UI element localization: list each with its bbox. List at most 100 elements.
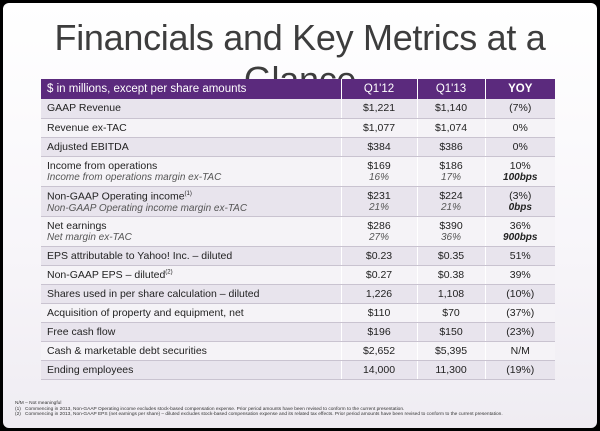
footnotes: N/M – Not meaningful (1) Commencing in 2… xyxy=(15,401,585,418)
row-q1-13-value: $186 xyxy=(439,159,463,172)
footnote-ref: (1) xyxy=(184,191,192,198)
header-yoy: YOY xyxy=(485,79,555,99)
row-label-cell: Non-GAAP EPS – diluted(2) xyxy=(41,265,342,285)
row-label: Net earnings xyxy=(47,219,107,232)
row-yoy-value: 0% xyxy=(485,137,555,157)
row-label: Income from operations xyxy=(47,159,158,172)
row-yoy-cell: 36% 900bps xyxy=(485,216,555,247)
header-label: $ in millions, except per share amounts xyxy=(41,79,342,99)
row-q1-13-value: $224 xyxy=(439,189,463,202)
table-row: Revenue ex-TAC $1,077 $1,074 0% xyxy=(41,118,555,138)
row-sublabel: Income from operations margin ex-TAC xyxy=(47,171,222,183)
row-sublabel: Net margin ex-TAC xyxy=(47,231,132,243)
row-yoy-value: (23%) xyxy=(485,322,555,342)
row-q1-13-value: $1,074 xyxy=(417,118,486,138)
row-q1-12-value: $231 xyxy=(367,189,391,202)
table-row: Adjusted EBITDA $384 $386 0% xyxy=(41,137,555,157)
row-yoy-cell: 10% 100bps xyxy=(485,156,555,187)
row-yoy-subvalue: 0bps xyxy=(508,201,532,213)
footnote-ref: (2) xyxy=(165,269,173,275)
row-q1-12-value: $286 xyxy=(367,219,391,232)
metrics-table: $ in millions, except per share amounts … xyxy=(41,79,555,380)
row-q1-13-value: $0.35 xyxy=(417,246,486,266)
table-row: Shares used in per share calculation – d… xyxy=(41,284,555,304)
row-label: EPS attributable to Yahoo! Inc. – dilute… xyxy=(41,246,342,266)
row-q1-13-value: $1,140 xyxy=(417,99,486,119)
row-label: Acquisition of property and equipment, n… xyxy=(41,303,342,323)
row-yoy-value: 39% xyxy=(485,265,555,285)
row-q1-13-value: $390 xyxy=(439,219,463,232)
row-label: Shares used in per share calculation – d… xyxy=(41,284,342,304)
header-q1-12: Q1'12 xyxy=(341,79,418,99)
row-yoy-value: 0% xyxy=(485,118,555,138)
table-row: Income from operations Income from opera… xyxy=(41,156,555,187)
table-row: Non-GAAP EPS – diluted(2) $0.27 $0.38 39… xyxy=(41,265,555,285)
row-q1-12-value: $2,652 xyxy=(341,341,418,361)
footnote-text: Commencing in 2013, Non-GAAP Operating i… xyxy=(25,406,405,412)
row-label-cell: Non-GAAP Operating income(1) Non-GAAP Op… xyxy=(41,186,342,217)
row-label: GAAP Revenue xyxy=(41,99,342,119)
row-q1-13-value: $0.38 xyxy=(417,265,486,285)
row-q1-13-value: 1,108 xyxy=(417,284,486,304)
footnote-2: (2) Commencing in 2013, Non-GAAP EPS (ne… xyxy=(15,412,585,418)
row-yoy-subvalue: 900bps xyxy=(503,231,538,243)
row-yoy-value: (7%) xyxy=(485,99,555,119)
row-q1-12-value: $1,221 xyxy=(341,99,418,119)
footnote-1: (1) Commencing in 2013, Non-GAAP Operati… xyxy=(15,407,585,413)
table-row: EPS attributable to Yahoo! Inc. – dilute… xyxy=(41,246,555,266)
row-q1-13-subvalue: 21% xyxy=(440,201,461,213)
row-q1-12-subvalue: 16% xyxy=(368,171,389,183)
row-label-cell: Income from operations Income from opera… xyxy=(41,156,342,187)
footnote-number: (1) xyxy=(15,406,21,412)
table-row: Net earnings Net margin ex-TAC $286 27% … xyxy=(41,216,555,247)
row-q1-12-value: $110 xyxy=(341,303,418,323)
row-yoy-value: 36% xyxy=(509,219,531,232)
row-yoy-value: (19%) xyxy=(485,360,555,380)
footnote-text: Commencing in 2013, Non-GAAP EPS (net ea… xyxy=(25,412,503,418)
row-sublabel: Non-GAAP Operating income margin ex-TAC xyxy=(47,202,248,214)
row-q1-13-cell: $186 17% xyxy=(417,156,486,187)
footnote-number: (2) xyxy=(15,412,21,418)
row-q1-13-value: 11,300 xyxy=(417,360,486,380)
row-label: Revenue ex-TAC xyxy=(41,118,342,138)
row-q1-13-subvalue: 17% xyxy=(440,171,461,183)
row-q1-12-value: $0.27 xyxy=(341,265,418,285)
footnote-nm: N/M – Not meaningful xyxy=(15,401,62,406)
table-header-row: $ in millions, except per share amounts … xyxy=(41,79,555,99)
table-row: Free cash flow $196 $150 (23%) xyxy=(41,322,555,342)
row-q1-13-cell: $224 21% xyxy=(417,186,486,217)
row-q1-13-cell: $390 36% xyxy=(417,216,486,247)
row-q1-12-cell: $169 16% xyxy=(341,156,418,187)
row-label-cell: Net earnings Net margin ex-TAC xyxy=(41,216,342,247)
header-q1-13: Q1'13 xyxy=(417,79,486,99)
row-yoy-subvalue: 100bps xyxy=(503,171,538,183)
row-yoy-value: (3%) xyxy=(509,189,532,202)
row-yoy-value: N/M xyxy=(485,341,555,361)
row-q1-12-value: $1,077 xyxy=(341,118,418,138)
row-label: Free cash flow xyxy=(41,322,342,342)
row-label: Cash & marketable debt securities xyxy=(41,341,342,361)
row-q1-13-value: $386 xyxy=(417,137,486,157)
row-q1-12-value: $0.23 xyxy=(341,246,418,266)
table-row: GAAP Revenue $1,221 $1,140 (7%) xyxy=(41,99,555,119)
row-q1-12-value: $196 xyxy=(341,322,418,342)
row-q1-12-cell: $286 27% xyxy=(341,216,418,247)
row-yoy-cell: (3%) 0bps xyxy=(485,186,555,217)
row-q1-12-value: $169 xyxy=(367,159,391,172)
row-q1-13-subvalue: 36% xyxy=(440,231,461,243)
row-q1-12-value: 14,000 xyxy=(341,360,418,380)
row-q1-12-cell: $231 21% xyxy=(341,186,418,217)
row-label: Ending employees xyxy=(41,360,342,380)
row-q1-12-value: 1,226 xyxy=(341,284,418,304)
row-yoy-value: 51% xyxy=(485,246,555,266)
row-label: Adjusted EBITDA xyxy=(41,137,342,157)
table-row: Acquisition of property and equipment, n… xyxy=(41,303,555,323)
row-label: Non-GAAP EPS – diluted xyxy=(47,268,166,281)
row-q1-13-value: $150 xyxy=(417,322,486,342)
row-q1-12-subvalue: 21% xyxy=(368,201,389,213)
row-yoy-value: (37%) xyxy=(485,303,555,323)
row-q1-12-value: $384 xyxy=(341,137,418,157)
row-q1-12-subvalue: 27% xyxy=(368,231,389,243)
row-yoy-value: 10% xyxy=(509,159,531,172)
row-label: Non-GAAP Operating income xyxy=(47,190,185,203)
